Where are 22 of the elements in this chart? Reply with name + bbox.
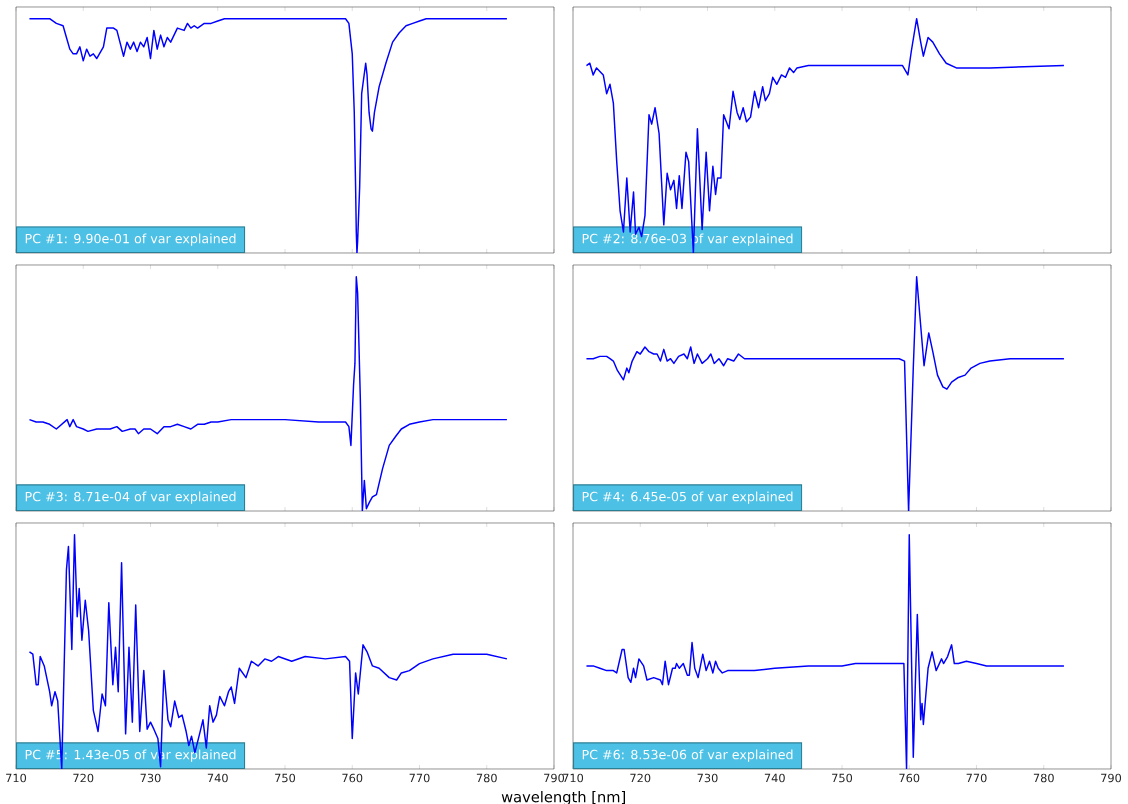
x-tick-label: 770 [966,773,987,783]
x-tick-label: 790 [1101,773,1122,783]
x-tick-label: 760 [899,773,920,783]
x-tick-label: 740 [764,773,785,783]
annotation: PC #6: 8.53e-06 of var explained [582,749,793,762]
x-tick-label: 770 [409,773,430,783]
x-tick-label: 740 [207,773,228,783]
x-tick-label: 710 [563,773,584,783]
x-tick-label: 720 [630,773,651,783]
annotation: PC #3: 8.71e-04 of var explained [25,491,236,504]
x-tick-label: 750 [275,773,296,783]
x-tick-label: 780 [1033,773,1054,783]
x-tick-label: 720 [73,773,94,783]
x-tick-label: 730 [697,773,718,783]
x-tick-label: 750 [832,773,853,783]
x-tick-label: 760 [342,773,363,783]
annotation: PC #1: 9.90e-01 of var explained [25,233,236,246]
x-tick-label: 780 [476,773,497,783]
x-tick-label: 790 [544,773,565,783]
annotation: PC #4: 6.45e-05 of var explained [582,491,793,504]
x-tick-label: 710 [6,773,27,783]
x-tick-label: 730 [140,773,161,783]
